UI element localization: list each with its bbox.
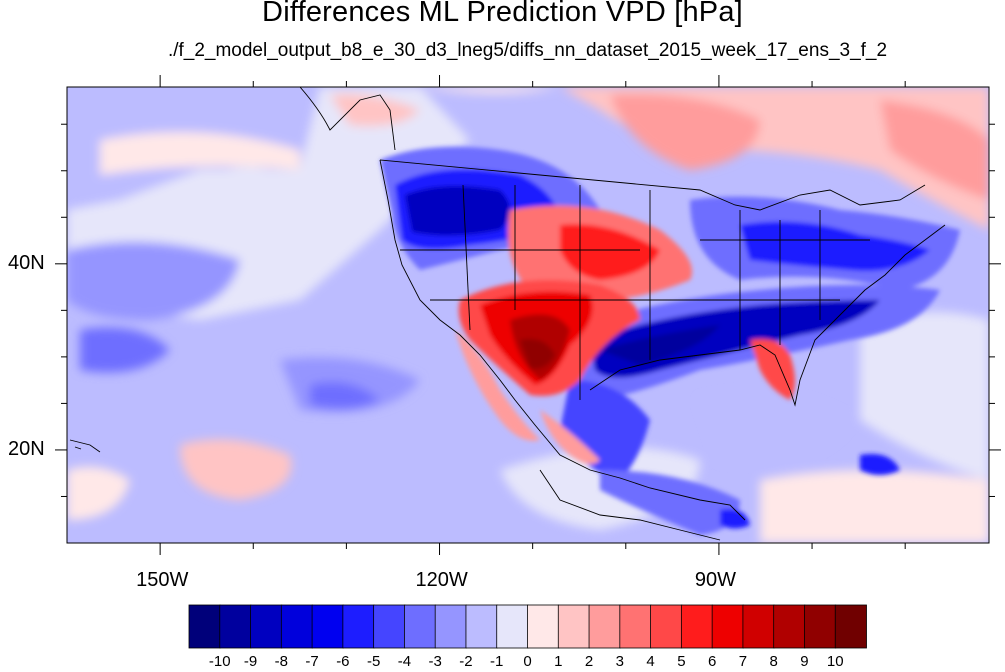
- colorbar-label: 7: [738, 653, 748, 670]
- colorbar-swatch: [280, 604, 313, 649]
- colorbar-label: 5: [677, 653, 686, 670]
- colorbar-label: -7: [305, 653, 319, 670]
- colorbar-swatch: [742, 604, 775, 649]
- colorbar-swatch: [773, 604, 806, 649]
- colorbar-label: 0: [523, 653, 532, 670]
- colorbar-label: 6: [707, 653, 717, 670]
- colorbar-label: 10: [826, 653, 844, 670]
- colorbar-label: -4: [397, 653, 412, 670]
- colorbar-swatch: [804, 604, 837, 649]
- colorbar-swatch: [188, 604, 221, 649]
- colorbar-swatch: [711, 604, 744, 649]
- colorbar-label: -8: [274, 653, 288, 670]
- colorbar-swatch: [311, 604, 344, 649]
- colorbar-label: -6: [336, 653, 350, 670]
- map-title: Differences ML Prediction VPD [hPa]: [262, 0, 743, 28]
- colorbar-swatch: [219, 604, 252, 649]
- colorbar-label: 9: [800, 653, 809, 670]
- colorbar-swatch: [619, 604, 652, 649]
- colorbar-label: -1: [490, 653, 504, 670]
- colorbar: [188, 604, 867, 649]
- colorbar-swatch: [680, 604, 714, 649]
- vpd-field: [67, 87, 989, 543]
- colorbar-swatch: [434, 604, 467, 649]
- colorbar-swatch: [527, 604, 560, 649]
- axis-ticks: [55, 75, 1001, 555]
- colorbar-swatch: [834, 604, 867, 649]
- map-subtitle: ./f_2_model_output_b8_e_30_d3_lneg5/diff…: [167, 40, 888, 61]
- colorbar-swatch: [496, 604, 529, 649]
- lon-tick-label: 90W: [694, 569, 737, 591]
- colorbar-label: -2: [459, 653, 473, 670]
- colorbar-label: 3: [615, 653, 624, 670]
- colorbar-label: 4: [646, 653, 655, 670]
- colorbar-swatch: [465, 604, 498, 649]
- colorbar-swatch: [588, 604, 621, 649]
- colorbar-label: 1: [554, 653, 563, 670]
- colorbar-swatch: [342, 604, 375, 649]
- colorbar-swatch: [557, 604, 590, 649]
- colorbar-swatch: [373, 604, 406, 649]
- colorbar-label: -10: [208, 653, 231, 670]
- lon-tick-label: 120W: [415, 569, 468, 591]
- colorbar-label: -3: [428, 653, 442, 670]
- colorbar-swatch: [404, 604, 437, 649]
- lat-tick-label: 40N: [8, 251, 45, 274]
- colorbar-label: 2: [584, 653, 594, 670]
- lon-tick-label: 150W: [136, 569, 189, 591]
- lat-tick-label: 20N: [8, 437, 45, 460]
- colorbar-swatch: [250, 604, 283, 649]
- colorbar-swatch: [650, 604, 683, 649]
- colorbar-label: -9: [243, 653, 258, 670]
- colorbar-label: 8: [769, 653, 778, 670]
- colorbar-label: -5: [366, 653, 381, 670]
